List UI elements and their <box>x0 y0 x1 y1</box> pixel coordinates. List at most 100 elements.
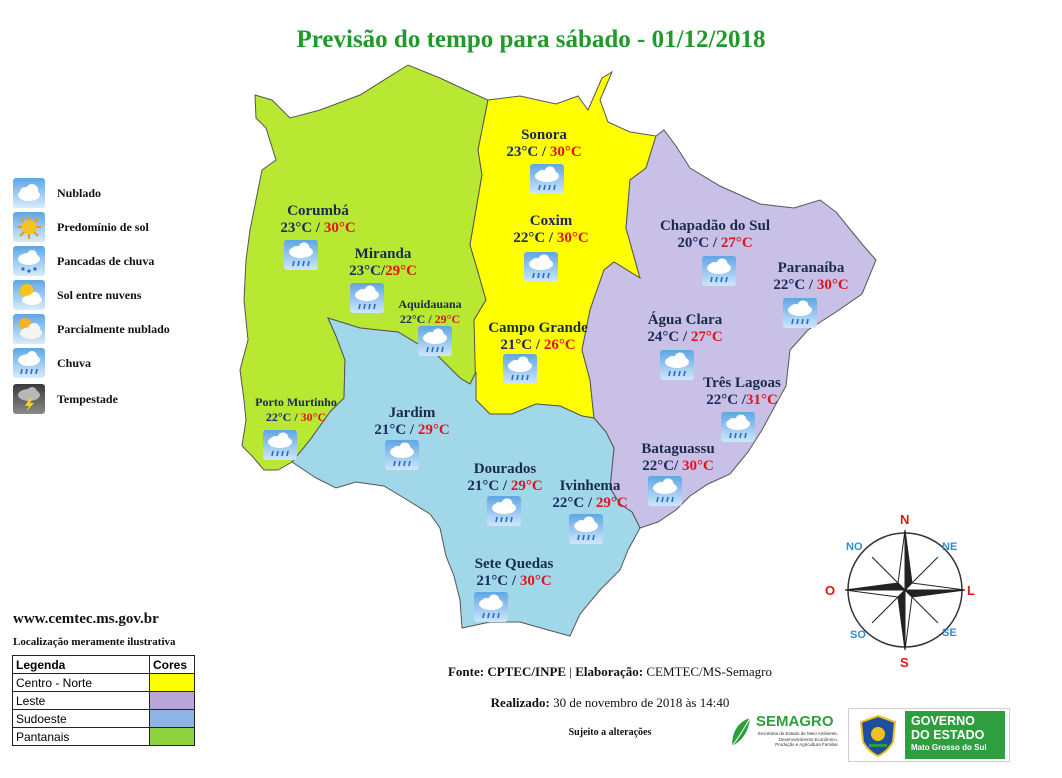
max-temp: 29°C <box>417 422 450 438</box>
rain-icon <box>530 164 564 194</box>
rain-icon <box>13 348 45 378</box>
city-name: Ivinhema <box>559 478 621 494</box>
gov-line-2: DO ESTADO <box>911 728 985 742</box>
city-name: Jardim <box>388 405 436 421</box>
map-title: Previsão do tempo para sábado - 01/12/20… <box>296 26 766 53</box>
semagro-subtitle: Secretaria de Estado de Meio Ambiente, D… <box>728 731 838 748</box>
semagro-logo: SEMAGRO Secretaria de Estado de Meio Amb… <box>728 712 838 752</box>
legend-label: Nublado <box>57 186 102 200</box>
min-temp: 23°C <box>349 263 381 279</box>
city-name: Água Clara <box>647 312 723 328</box>
rain-icon <box>702 256 736 286</box>
max-temp: 30°C <box>300 410 327 424</box>
city-name: Campo Grande <box>488 320 588 336</box>
compass-l: L <box>967 583 975 598</box>
city-temps: 22°C / 30°C <box>513 230 588 247</box>
legend-label: Sol entre nuvens <box>57 288 142 302</box>
city-forecast: Ivinhema 22°C / 29°C <box>552 478 627 512</box>
temp-separator: / <box>545 230 557 246</box>
temp-separator: / <box>499 478 511 494</box>
rain-icon <box>487 496 521 526</box>
legend-item-partly-cloudy: Parcialmente nublado <box>13 314 233 346</box>
legend-row: Leste <box>12 691 195 710</box>
region-leste <box>581 129 877 529</box>
legend-label: Pancadas de chuva <box>57 254 155 268</box>
city-temps: 21°C / 26°C <box>488 337 588 354</box>
legend-item-rain: Chuva <box>13 348 233 380</box>
rain-icon <box>474 592 508 622</box>
max-temp: 27°C <box>690 329 723 345</box>
temp-separator: / <box>538 144 550 160</box>
min-temp: 22°C <box>265 410 292 424</box>
city-forecast: Coxim 22°C / 30°C <box>513 213 588 247</box>
rain-icon <box>350 283 384 313</box>
source-line: Fonte: CPTEC/INPE | Elaboração: CEMTEC/M… <box>300 664 920 680</box>
temp-separator: / <box>406 422 418 438</box>
compass-ne: NE <box>942 541 957 553</box>
storm-icon <box>13 384 45 414</box>
legend-row-label: Centro - Norte <box>12 673 150 692</box>
legend-row-label: Leste <box>12 691 150 710</box>
legend-item-cloudy: Nublado <box>13 178 233 210</box>
city-forecast: Bataguassu 22°C/ 30°C <box>641 441 714 475</box>
legend-item-sun: Predomínio de sol <box>13 212 233 244</box>
government-logo: GOVERNO DO ESTADO Mato Grosso do Sul <box>848 708 1010 762</box>
max-temp: 30°C <box>519 573 552 589</box>
compass-n: N <box>900 512 909 527</box>
city-forecast: Chapadão do Sul 20°C / 27°C <box>660 218 770 252</box>
rain-icon <box>418 326 452 356</box>
city-temps: 21°C / 29°C <box>374 422 449 439</box>
city-forecast: Sete Quedas 21°C / 30°C <box>475 556 554 590</box>
temp-separator: / <box>679 329 691 345</box>
city-name: Sonora <box>521 127 567 143</box>
temp-separator: / <box>508 573 520 589</box>
compass-se: SE <box>942 627 957 639</box>
city-forecast: Miranda 23°C/29°C <box>349 246 417 280</box>
min-temp: 22°C <box>706 392 739 408</box>
city-forecast: Aquidauana 22°C / 29°C <box>398 297 461 327</box>
min-temp: 22°C <box>773 277 806 293</box>
max-temp: 31°C <box>745 392 778 408</box>
semagro-sub-3: Produção e Agricultura Familiar <box>775 742 838 747</box>
rain-icon <box>660 350 694 380</box>
partly-cloudy-icon <box>13 314 45 344</box>
realized-line: Realizado: 30 de novembro de 2018 às 14:… <box>300 695 920 711</box>
leaf-icon <box>731 717 751 747</box>
city-temps: 23°C / 30°C <box>506 144 581 161</box>
region-legend-table: Legenda Cores Centro - Norte Leste Sudoe… <box>12 655 195 746</box>
state-seal-icon <box>859 714 897 758</box>
website-link[interactable]: www.cemtec.ms.gov.br <box>13 611 159 627</box>
semagro-sub-2: Desenvolvimento Econômico, <box>778 736 838 742</box>
city-forecast: Água Clara 24°C / 27°C <box>647 312 722 346</box>
rain-icon <box>648 476 682 506</box>
semagro-name: SEMAGRO <box>756 713 834 730</box>
max-temp: 29°C <box>385 263 417 279</box>
temp-separator: / <box>291 410 301 424</box>
government-text-box: GOVERNO DO ESTADO Mato Grosso do Sul <box>905 711 1005 759</box>
legend-row: Pantanais <box>12 727 195 746</box>
city-temps: 21°C / 29°C <box>467 478 542 495</box>
city-name: Aquidauana <box>398 297 462 311</box>
min-temp: 23°C <box>506 144 539 160</box>
legend-label: Predomínio de sol <box>57 220 149 234</box>
region-sudoeste <box>291 317 641 637</box>
max-temp: 29°C <box>595 495 628 511</box>
rain-icon <box>783 298 817 328</box>
legend-header-row: Legenda Cores <box>12 655 195 674</box>
city-temps: 20°C / 27°C <box>660 235 770 252</box>
legend-row-swatch <box>149 691 195 710</box>
city-forecast: Três Lagoas 22°C /31°C <box>703 375 781 409</box>
source-label: Fonte: <box>447 664 485 679</box>
gov-line-3: Mato Grosso do Sul <box>911 743 987 752</box>
showers-icon <box>13 246 45 276</box>
source-separator: | <box>569 664 572 679</box>
city-name: Miranda <box>354 246 412 262</box>
max-temp: 30°C <box>816 277 849 293</box>
city-temps: 22°C / 29°C <box>398 312 461 327</box>
min-temp: 21°C <box>476 573 509 589</box>
city-temps: 24°C / 27°C <box>647 329 722 346</box>
elaboration-label: Elaboração: <box>575 664 644 679</box>
city-temps: 22°C / 30°C <box>773 277 848 294</box>
legend-item-showers: Pancadas de chuva <box>13 246 233 278</box>
